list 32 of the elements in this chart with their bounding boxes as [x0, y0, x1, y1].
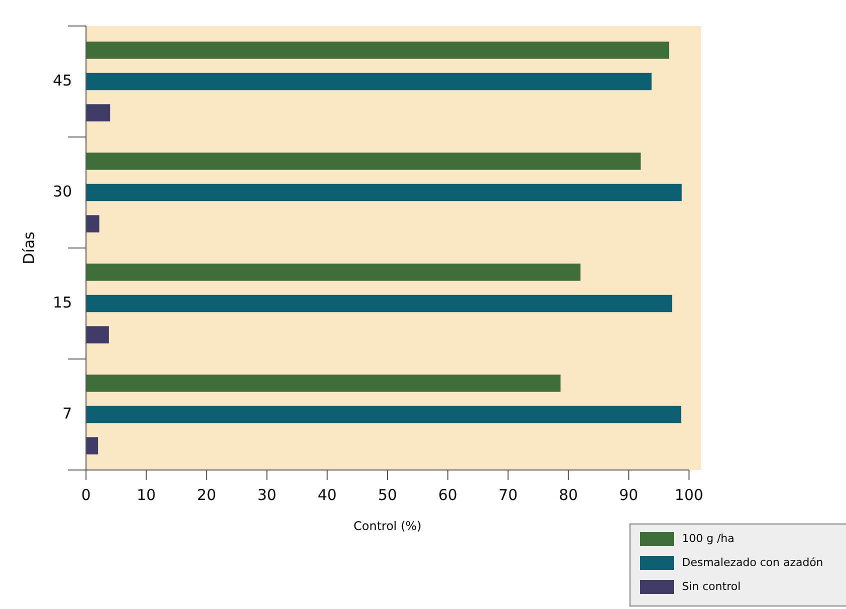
bar: [86, 104, 110, 122]
x-tick-label: 80: [558, 486, 578, 504]
y-tick-label: 30: [52, 182, 72, 201]
x-tick-label: 90: [619, 486, 638, 504]
legend-label: Desmalezado con azadón: [682, 556, 824, 570]
x-tick-label: 40: [318, 486, 337, 504]
bar: [86, 215, 100, 232]
legend-label: Sin control: [682, 580, 741, 594]
bar: [86, 264, 580, 281]
x-tick-label: 0: [81, 486, 91, 504]
y-axis-title: Días: [20, 231, 38, 264]
x-tick-label: 50: [378, 486, 398, 504]
x-tick-label: 60: [438, 486, 458, 504]
x-tick-label: 10: [136, 486, 156, 504]
x-axis-title: Control (%): [354, 519, 422, 533]
bar: [86, 42, 670, 59]
bar: [86, 437, 98, 454]
bar: [86, 294, 672, 312]
bar: [86, 326, 109, 344]
bar: [86, 374, 561, 392]
bar: [86, 184, 682, 202]
x-tick-label: 70: [498, 486, 518, 504]
legend-label: 100 g /ha: [682, 532, 734, 546]
bar: [86, 406, 682, 424]
y-tick-label: 45: [52, 72, 72, 90]
y-tick-label: 15: [52, 294, 72, 312]
x-tick-label: 30: [257, 486, 276, 504]
x-tick-label: 100: [674, 486, 704, 504]
x-tick-label: 20: [197, 486, 216, 504]
bar: [86, 152, 641, 170]
y-tick-label: 7: [62, 404, 72, 423]
bar: [86, 72, 652, 90]
